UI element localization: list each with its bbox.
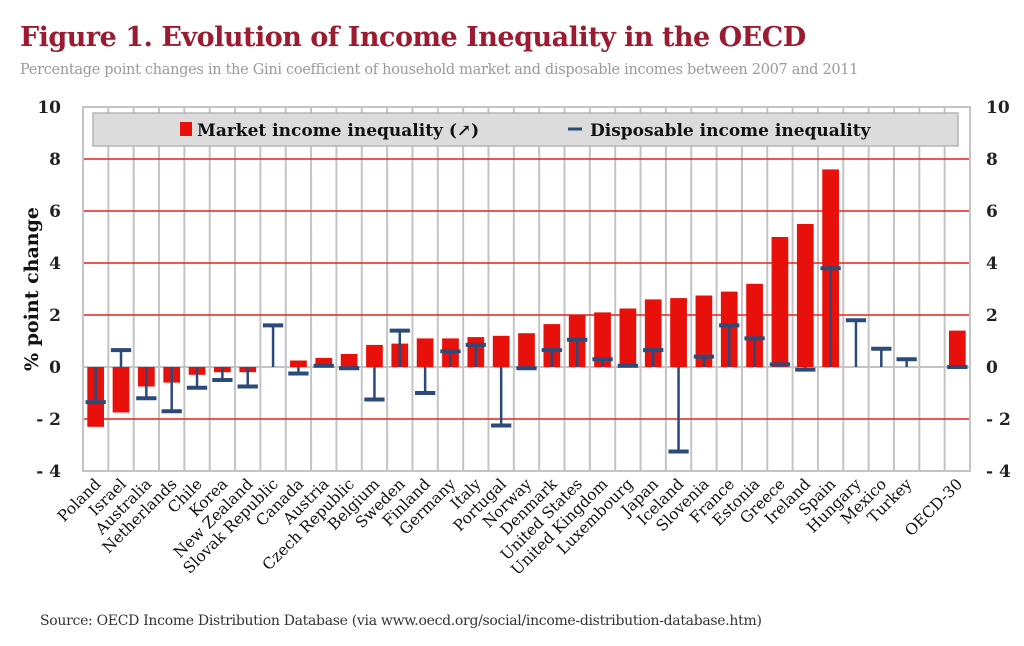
market-income-bar: [366, 344, 383, 367]
market-income-bar: [594, 312, 611, 367]
y-tick-label-left: 2: [49, 306, 61, 326]
y-tick-label-right: 6: [986, 202, 998, 222]
y-tick-label-left: - 4: [36, 462, 61, 482]
chart-subtitle: Percentage point changes in the Gini coe…: [20, 62, 859, 78]
y-tick-label-left: 8: [49, 150, 61, 170]
legend-market-swatch: [180, 122, 192, 136]
y-tick-label-left: 4: [49, 254, 61, 274]
market-income-bar: [416, 338, 434, 367]
y-tick-label-right: 0: [986, 358, 998, 378]
y-tick-label-left: - 2: [36, 410, 61, 430]
y-tick-label-left: 10: [37, 98, 61, 118]
market-income-bar: [695, 295, 713, 367]
y-tick-label-right: - 4: [986, 462, 1011, 482]
y-axis-label: % point change: [21, 207, 43, 371]
y-tick-label-right: 2: [986, 306, 998, 326]
legend-disposable-label: Disposable income inequality: [590, 121, 872, 141]
market-income-bar: [518, 333, 535, 367]
y-tick-label-right: 10: [986, 98, 1010, 118]
market-income-bar: [619, 308, 637, 367]
y-tick-label-left: 6: [49, 202, 61, 222]
source-note: Source: OECD Income Distribution Databas…: [40, 613, 762, 629]
legend-market-label: Market income inequality (↗): [197, 121, 479, 141]
market-income-bar: [771, 237, 789, 367]
market-income-bar: [112, 367, 130, 413]
market-income-bar: [543, 324, 561, 367]
market-income-bar: [290, 360, 307, 367]
market-income-bar: [948, 330, 966, 367]
market-income-bar: [746, 283, 763, 367]
y-tick-label-right: - 2: [986, 410, 1011, 430]
market-income-bar: [670, 298, 687, 367]
plot-frame: [82, 106, 971, 472]
market-income-bar: [340, 354, 358, 367]
market-income-bar: [315, 357, 333, 367]
y-tick-label-right: 8: [986, 150, 998, 170]
y-tick-label-right: 4: [986, 254, 998, 274]
legend-box: [92, 112, 959, 147]
y-tick-label-left: 0: [49, 358, 61, 378]
market-income-bar: [796, 224, 814, 367]
chart-title: Figure 1. Evolution of Income Inequality…: [20, 22, 806, 53]
market-income-bar: [492, 335, 510, 367]
